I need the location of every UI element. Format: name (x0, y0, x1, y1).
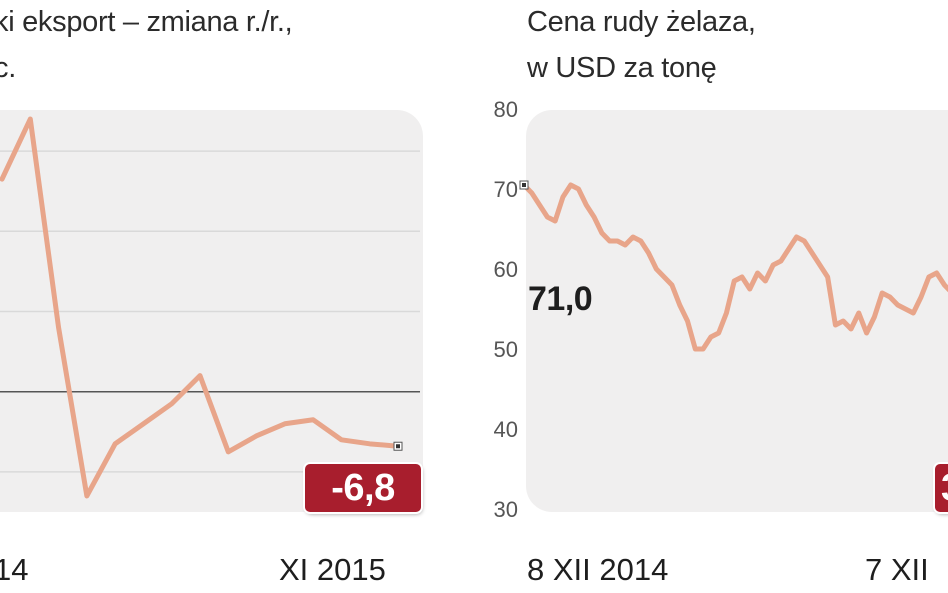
left-chart-value-badge: -6,8 (305, 464, 421, 512)
right-chart-title-line-2: w USD za tonę (527, 52, 717, 84)
right-chart-value-badge: 3 (935, 464, 948, 512)
right-y-tick-40: 40 (493, 417, 518, 442)
right-y-tick-30: 30 (493, 497, 518, 522)
right-y-tick-70: 70 (493, 177, 518, 202)
left-chart-title-line-1: ki eksport – zmiana r./r., (0, 6, 293, 38)
left-x-tick-end: XI 2015 (279, 552, 386, 587)
right-y-tick-50: 50 (493, 337, 518, 362)
left-x-tick-start: 14 (0, 552, 29, 587)
right-chart-title-line-1: Cena rudy żelaza, (527, 6, 756, 38)
right-series-line (521, 182, 948, 352)
right-x-tick-end: 7 XII (865, 552, 929, 587)
right-chart-start-value: 71,0 (528, 280, 593, 318)
right-x-tick-start: 8 XII 2014 (527, 552, 669, 587)
left-end-marker-dot (396, 444, 400, 449)
right-y-tick-80: 80 (493, 97, 518, 122)
left-chart-title-line-2: c. (0, 52, 16, 84)
right-start-marker-dot (522, 183, 526, 187)
right-y-tick-60: 60 (493, 257, 518, 282)
